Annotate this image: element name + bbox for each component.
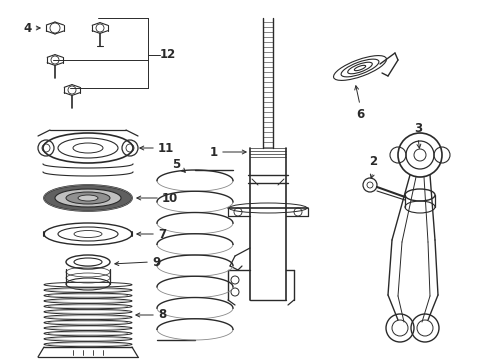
- Text: 8: 8: [158, 309, 166, 321]
- Text: 7: 7: [158, 228, 166, 240]
- Text: 2: 2: [369, 155, 377, 168]
- Text: 12: 12: [160, 49, 176, 62]
- Text: 4: 4: [24, 22, 32, 35]
- Ellipse shape: [44, 185, 132, 211]
- Text: 10: 10: [162, 192, 178, 204]
- Ellipse shape: [78, 195, 98, 201]
- Text: 1: 1: [210, 145, 218, 158]
- Text: 5: 5: [172, 158, 180, 171]
- Text: 9: 9: [152, 256, 160, 269]
- Text: 6: 6: [356, 108, 364, 121]
- Text: 3: 3: [414, 122, 422, 135]
- Ellipse shape: [66, 192, 110, 204]
- Text: 11: 11: [158, 141, 174, 154]
- Ellipse shape: [55, 189, 121, 207]
